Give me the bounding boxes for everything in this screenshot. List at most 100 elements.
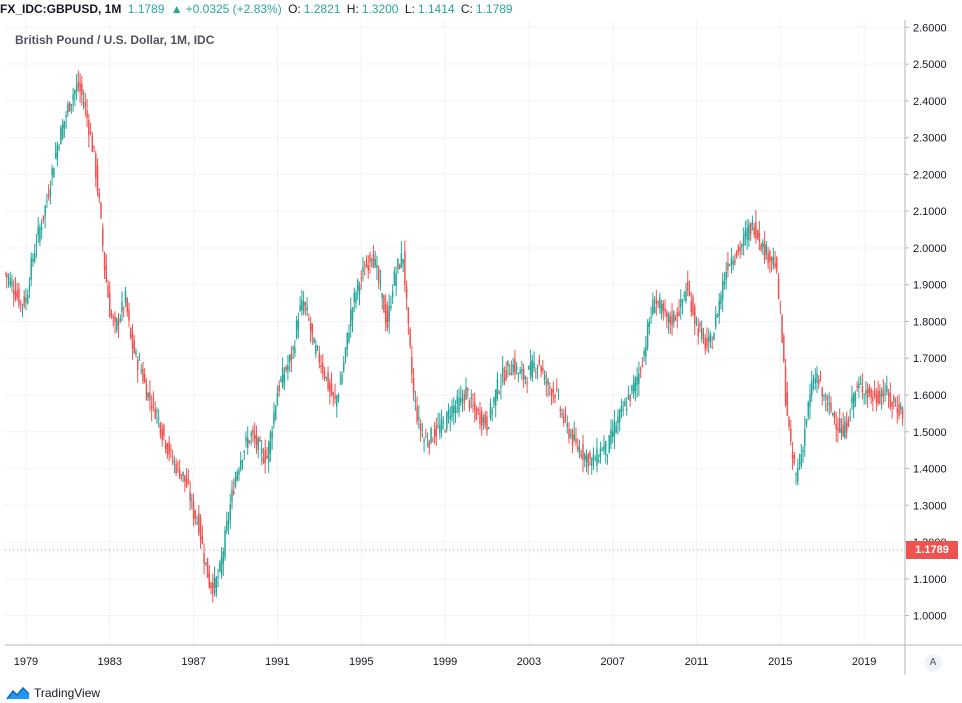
candle-body: [21, 304, 24, 306]
candle-body: [858, 383, 860, 389]
y-tick-label: 2.0000: [913, 243, 947, 255]
candle-body: [473, 402, 476, 410]
candle-body: [91, 136, 94, 152]
candle-body: [786, 392, 789, 416]
candle-body: [68, 102, 71, 112]
chart-area[interactable]: 1.00001.10001.20001.30001.40001.50001.60…: [5, 20, 962, 675]
candle-body: [645, 346, 647, 358]
candle-body: [128, 309, 130, 321]
branding[interactable]: TradingView: [6, 684, 100, 702]
candle-body: [732, 261, 734, 265]
candle-body: [381, 292, 383, 298]
candle-body: [475, 408, 478, 420]
last-price-label: 1.1789: [906, 541, 958, 559]
candle-body: [676, 311, 679, 317]
candle-body: [250, 432, 252, 436]
candle-body: [620, 405, 623, 412]
candle-body: [498, 392, 500, 394]
candle-body: [61, 124, 64, 139]
candle-body: [81, 83, 83, 96]
candle-body: [900, 405, 902, 410]
candle-body: [215, 577, 218, 594]
candle-body: [343, 362, 345, 371]
candle-body: [124, 290, 127, 303]
candle-body: [287, 365, 289, 371]
candle-body: [482, 417, 485, 423]
candle-body: [233, 491, 235, 495]
candle-body: [152, 398, 155, 400]
candle-body: [416, 406, 418, 422]
candle-body: [154, 408, 156, 419]
candle-body: [311, 323, 314, 335]
candle-body: [554, 395, 556, 398]
candle-body: [189, 492, 191, 502]
candle-body: [267, 442, 270, 463]
candle-body: [32, 258, 34, 262]
candle-body: [110, 313, 113, 316]
candle-body: [756, 230, 759, 239]
candle-body: [894, 405, 897, 407]
candle-body: [901, 408, 904, 419]
candle-body: [748, 224, 750, 241]
candle-body: [143, 374, 146, 383]
candle-body: [772, 257, 775, 265]
candle-body: [690, 300, 693, 313]
candle-body: [437, 425, 439, 427]
auto-scale-button[interactable]: A: [924, 654, 942, 672]
candle-body: [7, 276, 10, 278]
candle-body: [306, 307, 308, 311]
candle-body: [746, 228, 748, 240]
candle-body: [418, 416, 420, 420]
candle-body: [295, 319, 298, 338]
candle-body: [302, 301, 305, 312]
candle-body: [192, 500, 195, 519]
candle-body: [150, 405, 153, 409]
candle-body: [655, 299, 658, 305]
chart-title: British Pound / U.S. Dollar, 1M, IDC: [13, 32, 217, 48]
candle-body: [734, 259, 736, 263]
candle-body: [367, 265, 369, 271]
candle-body: [376, 264, 378, 269]
candle-body: [337, 395, 340, 399]
candle-body: [615, 426, 617, 433]
y-tick-label: 1.0000: [913, 611, 947, 623]
candle-body: [309, 322, 312, 331]
candle-body: [194, 510, 197, 520]
candle-body: [423, 439, 425, 442]
candle-body: [494, 389, 497, 407]
candle-body: [346, 332, 349, 350]
x-tick-label: 1991: [265, 656, 289, 668]
symbol-name[interactable]: FX_IDC:GBPUSD, 1M: [0, 2, 122, 16]
candle-body: [798, 462, 801, 464]
candle-body: [728, 265, 731, 267]
candle-body: [811, 380, 813, 396]
candle-body: [828, 402, 830, 405]
candle-body: [206, 558, 209, 578]
candle-body: [887, 393, 890, 397]
candle-body: [356, 280, 359, 291]
candle-body: [369, 254, 371, 263]
candle-body: [838, 418, 841, 433]
candle-body: [730, 258, 733, 265]
candle-body: [46, 200, 48, 203]
candle-body: [26, 295, 29, 304]
candle-body: [821, 387, 823, 397]
candle-body: [377, 268, 380, 282]
y-tick-label: 2.4000: [913, 96, 947, 108]
candle-body: [149, 392, 151, 400]
candle-body: [529, 361, 532, 376]
candle-body: [449, 416, 452, 420]
candle-body: [466, 387, 469, 391]
price-chart[interactable]: 1.00001.10001.20001.30001.40001.50001.60…: [5, 20, 962, 675]
candle-body: [182, 471, 184, 477]
candle-body: [40, 227, 43, 230]
candle-body: [350, 309, 352, 327]
candle-body: [217, 576, 219, 578]
candle-body: [706, 338, 708, 348]
candle-body: [856, 385, 858, 388]
candle-body: [774, 263, 776, 267]
candle-body: [405, 286, 408, 299]
candle-body: [714, 314, 717, 327]
candle-body: [325, 376, 328, 379]
candle-body: [451, 405, 453, 418]
